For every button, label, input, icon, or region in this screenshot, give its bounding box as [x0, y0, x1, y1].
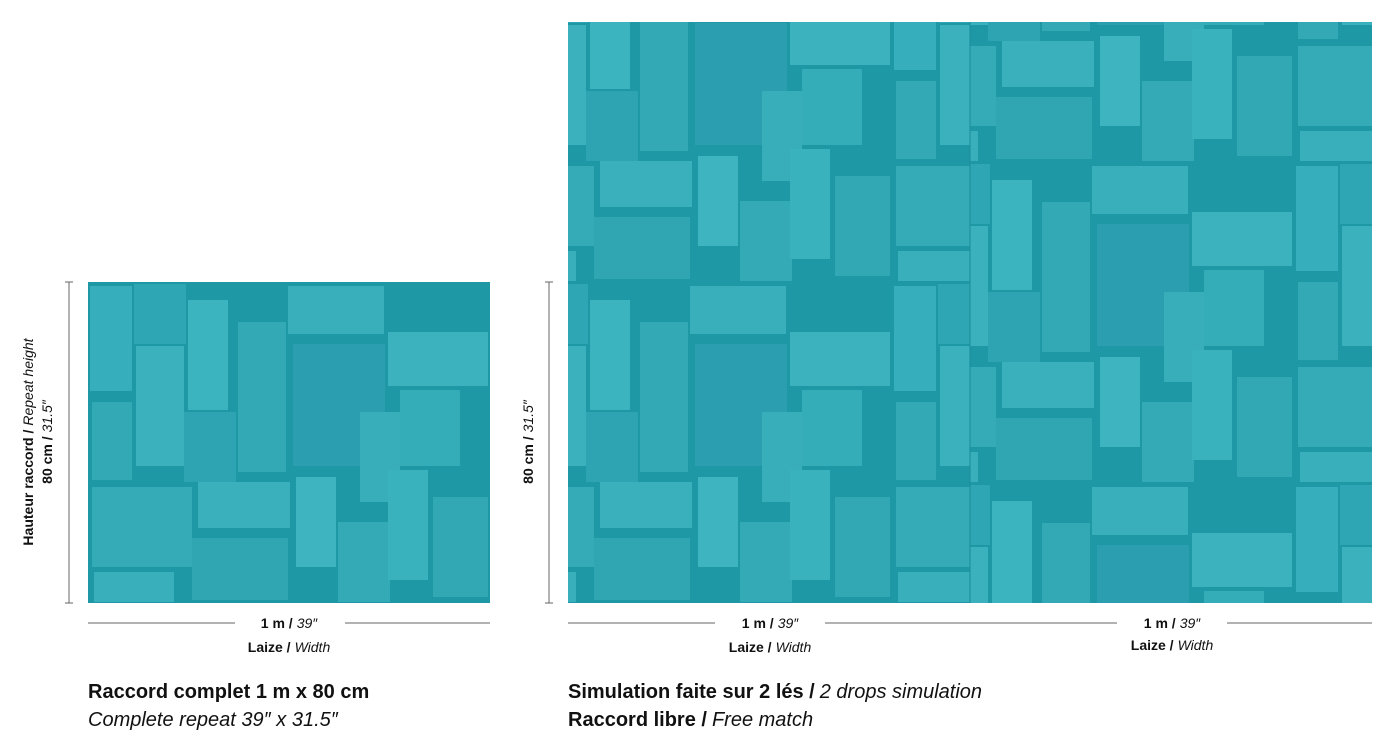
caption-subtitle: Complete repeat 39″ x 31.5″ [88, 709, 339, 731]
width-label: Laize / Width [729, 639, 812, 655]
repeat-sample [88, 282, 490, 603]
width-value: 1 m /39″ [1144, 615, 1201, 631]
caption-fr: Raccord libre / [568, 709, 707, 731]
caption-title: Simulation faite sur 2 lés /2 drops simu… [568, 681, 982, 703]
label-en: Repeat height [20, 337, 36, 425]
label-fr: Hauteur raccord / [20, 430, 36, 546]
label-fr: Laize / [729, 639, 772, 655]
metric: 1 m / [261, 615, 293, 631]
imperial: 39″ [297, 615, 319, 631]
label-fr: Laize / [1131, 637, 1174, 653]
caption-subtitle: Raccord libre / Free match [568, 709, 813, 731]
metric: 80 cm / [520, 436, 536, 484]
label-fr: Laize / [248, 639, 291, 655]
caption-title: Raccord complet 1 m x 80 cm [88, 681, 369, 703]
metric: 80 cm / [39, 436, 55, 484]
imperial: 31.5″ [520, 399, 536, 432]
label-en: Width [776, 639, 812, 655]
label-en: Width [1178, 637, 1214, 653]
drop-1 [568, 22, 970, 603]
width-value: 1 m /39″ [742, 615, 799, 631]
height-value: 80 cm / 31.5″ [520, 399, 536, 484]
imperial: 39″ [1180, 615, 1202, 631]
height-value: 80 cm / 31.5″ [39, 399, 55, 484]
caption-en: 2 drops simulation [819, 681, 982, 703]
imperial: 31.5″ [39, 399, 55, 432]
caption-fr: Simulation faite sur 2 lés / [568, 681, 815, 703]
drop-2 [970, 22, 1372, 603]
height-label: Hauteur raccord / Repeat height [20, 337, 36, 545]
label-en: Width [295, 639, 331, 655]
metric: 1 m / [1144, 615, 1176, 631]
imperial: 39″ [778, 615, 800, 631]
width-label: Laize / Width [248, 639, 331, 655]
width-value: 1 m /39″ [261, 615, 318, 631]
metric: 1 m / [742, 615, 774, 631]
width-label: Laize / Width [1131, 637, 1214, 653]
caption-en: Free match [712, 709, 813, 731]
